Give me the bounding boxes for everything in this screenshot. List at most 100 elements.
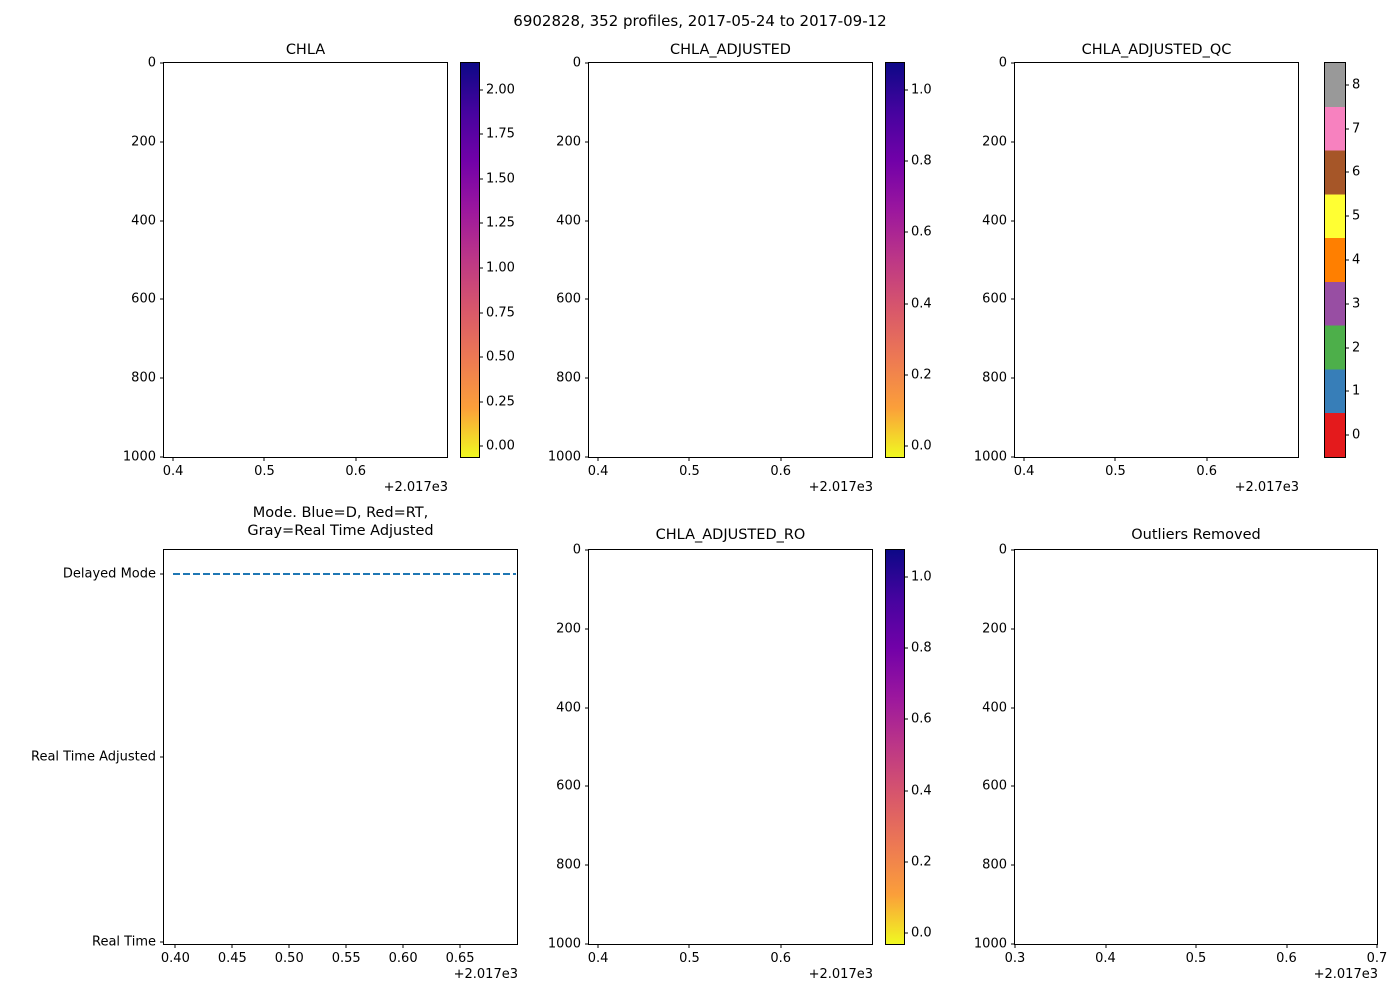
x-tick-label: 0.4 <box>587 464 609 479</box>
y-tick-mark <box>160 141 164 143</box>
colorbar-tick-mark <box>904 576 908 578</box>
y-tick-mark <box>160 456 164 458</box>
colorbar-tick-mark <box>479 222 483 224</box>
colorbar-tick-mark <box>904 445 908 447</box>
colorbar-tick-label: 5 <box>1352 208 1361 224</box>
y-tick-label: 1000 <box>547 449 581 465</box>
x-tick-mark <box>459 944 461 948</box>
plot-area-mode: +2.017e3 0.40 0.45 0.50 0.55 0.60 0.65 Delayed… <box>31 549 518 982</box>
x-axis-offset-label: +2.017e3 <box>1234 480 1299 495</box>
colorbar-chla-adjusted: 1.0 0.8 0.6 0.4 0.2 0.0 <box>885 62 932 458</box>
y-tick-label: 400 <box>982 213 1007 229</box>
x-tick-mark <box>174 944 176 948</box>
colorbar-tick-mark <box>904 303 908 305</box>
colorbar-tick-mark <box>904 718 908 720</box>
colorbar-tick-mark <box>1345 259 1349 261</box>
y-tick-label: 200 <box>556 621 581 637</box>
y-tick-label: 0 <box>998 542 1007 558</box>
colorbar-tick-label: 0.6 <box>911 711 932 727</box>
plot-area-chla-adjusted: +2.017e3 0.4 0.5 0.6 0 200 400 600 800 1000 <box>548 56 873 495</box>
x-tick-label: 0.4 <box>587 951 609 966</box>
y-tick-label: 600 <box>556 291 581 307</box>
x-tick-mark <box>688 457 690 461</box>
colorbar-tick-label: 0.0 <box>911 438 932 454</box>
y-tick-mark <box>585 628 589 630</box>
colorbar-tick-label: 1.00 <box>486 260 515 276</box>
subplot-title-chla: CHLA <box>285 42 326 58</box>
y-tick-mark <box>585 707 589 709</box>
figure-title: 6902828, 352 profiles, 2017-05-24 to 201… <box>513 12 887 30</box>
x-tick-label: 0.5 <box>1185 951 1207 966</box>
plot-area-outliers-removed: +2.017e3 0.3 0.4 0.5 0.6 0.7 0 200 400 600 800 100… <box>974 543 1387 983</box>
colorbar-tick-label: 0.8 <box>911 640 932 656</box>
x-tick-mark <box>288 944 290 948</box>
x-tick-mark <box>1286 944 1287 948</box>
x-tick-label: 0.45 <box>217 951 247 966</box>
plot-area-chla-adjusted-qc: +2.017e3 0.4 0.5 0.6 0 200 400 600 800 1000 <box>974 56 1299 495</box>
y-tick-mark <box>585 864 589 866</box>
colorbar-tick-label: 4 <box>1352 252 1361 268</box>
colorbar-tick-label: 1.50 <box>486 171 515 187</box>
colorbar-tick-label: 1.0 <box>911 569 932 585</box>
y-tick-mark <box>1011 707 1015 709</box>
y-tick-mark <box>1011 549 1015 551</box>
y-tick-label: 400 <box>982 700 1007 716</box>
subplot-title-outliers-removed: Outliers Removed <box>1131 527 1261 543</box>
colorbar-tick-label: 8 <box>1352 77 1361 93</box>
x-tick-label: 0.7 <box>1366 951 1388 966</box>
y-tick-label: 0 <box>572 55 581 71</box>
x-tick-mark <box>1105 944 1106 948</box>
colorbar-tick-mark <box>479 178 483 180</box>
colorbar-tick-label: 1.75 <box>486 126 515 142</box>
x-tick-label: 0.6 <box>770 464 792 479</box>
colorbar-tick-mark <box>904 231 908 233</box>
x-tick-mark <box>355 457 357 461</box>
y-tick-label: 0 <box>998 55 1007 71</box>
y-tick-label: 200 <box>982 134 1007 150</box>
x-tick-label: 0.6 <box>1196 464 1218 479</box>
x-tick-mark <box>688 944 690 948</box>
x-tick-mark <box>231 944 233 948</box>
x-tick-label: 0.65 <box>445 951 475 966</box>
x-axis-offset-label: +2.017e3 <box>808 480 873 495</box>
y-tick-label: 600 <box>982 291 1007 307</box>
y-tick-mark <box>160 298 164 300</box>
y-tick-mark <box>1011 456 1015 458</box>
colorbar-tick-mark <box>1345 171 1349 173</box>
colorbar-gradient <box>1325 63 1345 457</box>
subplot-title-chla-adjusted: CHLA_ADJUSTED <box>670 42 791 58</box>
x-tick-label: 0.6 <box>1276 951 1297 966</box>
colorbar-tick-label: 0 <box>1352 427 1361 443</box>
y-tick-label: 400 <box>556 700 581 716</box>
colorbar-chla-adjusted-ro: 1.0 0.8 0.6 0.4 0.2 0.0 <box>885 549 932 945</box>
colorbar-tick-mark <box>904 647 908 649</box>
y-tick-label: 800 <box>556 370 581 386</box>
y-tick-label: Real Time Adjusted <box>31 749 156 765</box>
colorbar-tick-label: 7 <box>1352 121 1361 137</box>
y-tick-label: 200 <box>982 621 1007 637</box>
colorbar-tick-label: 0.00 <box>486 438 515 454</box>
y-tick-mark <box>1011 628 1015 630</box>
y-tick-label: 800 <box>556 857 581 873</box>
x-tick-label: 0.6 <box>345 464 367 479</box>
colorbar-tick-label: 0.25 <box>486 394 515 410</box>
y-tick-label: 600 <box>982 778 1007 794</box>
colorbar-tick-mark <box>1345 84 1349 86</box>
x-tick-label: 0.4 <box>1013 464 1035 479</box>
colorbar-tick-label: 2.00 <box>486 82 515 98</box>
x-tick-mark <box>1014 944 1016 948</box>
colorbar-gradient <box>886 63 904 457</box>
x-tick-mark <box>1195 944 1197 948</box>
subplot-title-mode: Mode. Blue=D, Red=RT, Gray=Real Time Adj… <box>247 505 434 539</box>
y-tick-label: Delayed Mode <box>62 566 156 582</box>
y-tick-mark <box>585 785 589 787</box>
colorbar-tick-label: 0.8 <box>911 153 932 169</box>
y-tick-label: 1000 <box>973 936 1007 952</box>
colorbar-tick-label: 0.0 <box>911 925 932 941</box>
x-axis-offset-label: +2.017e3 <box>1313 967 1378 982</box>
x-tick-label: 0.5 <box>1105 464 1126 479</box>
y-tick-mark <box>585 298 589 300</box>
x-tick-mark <box>402 944 404 948</box>
colorbar-tick-mark <box>479 267 483 269</box>
